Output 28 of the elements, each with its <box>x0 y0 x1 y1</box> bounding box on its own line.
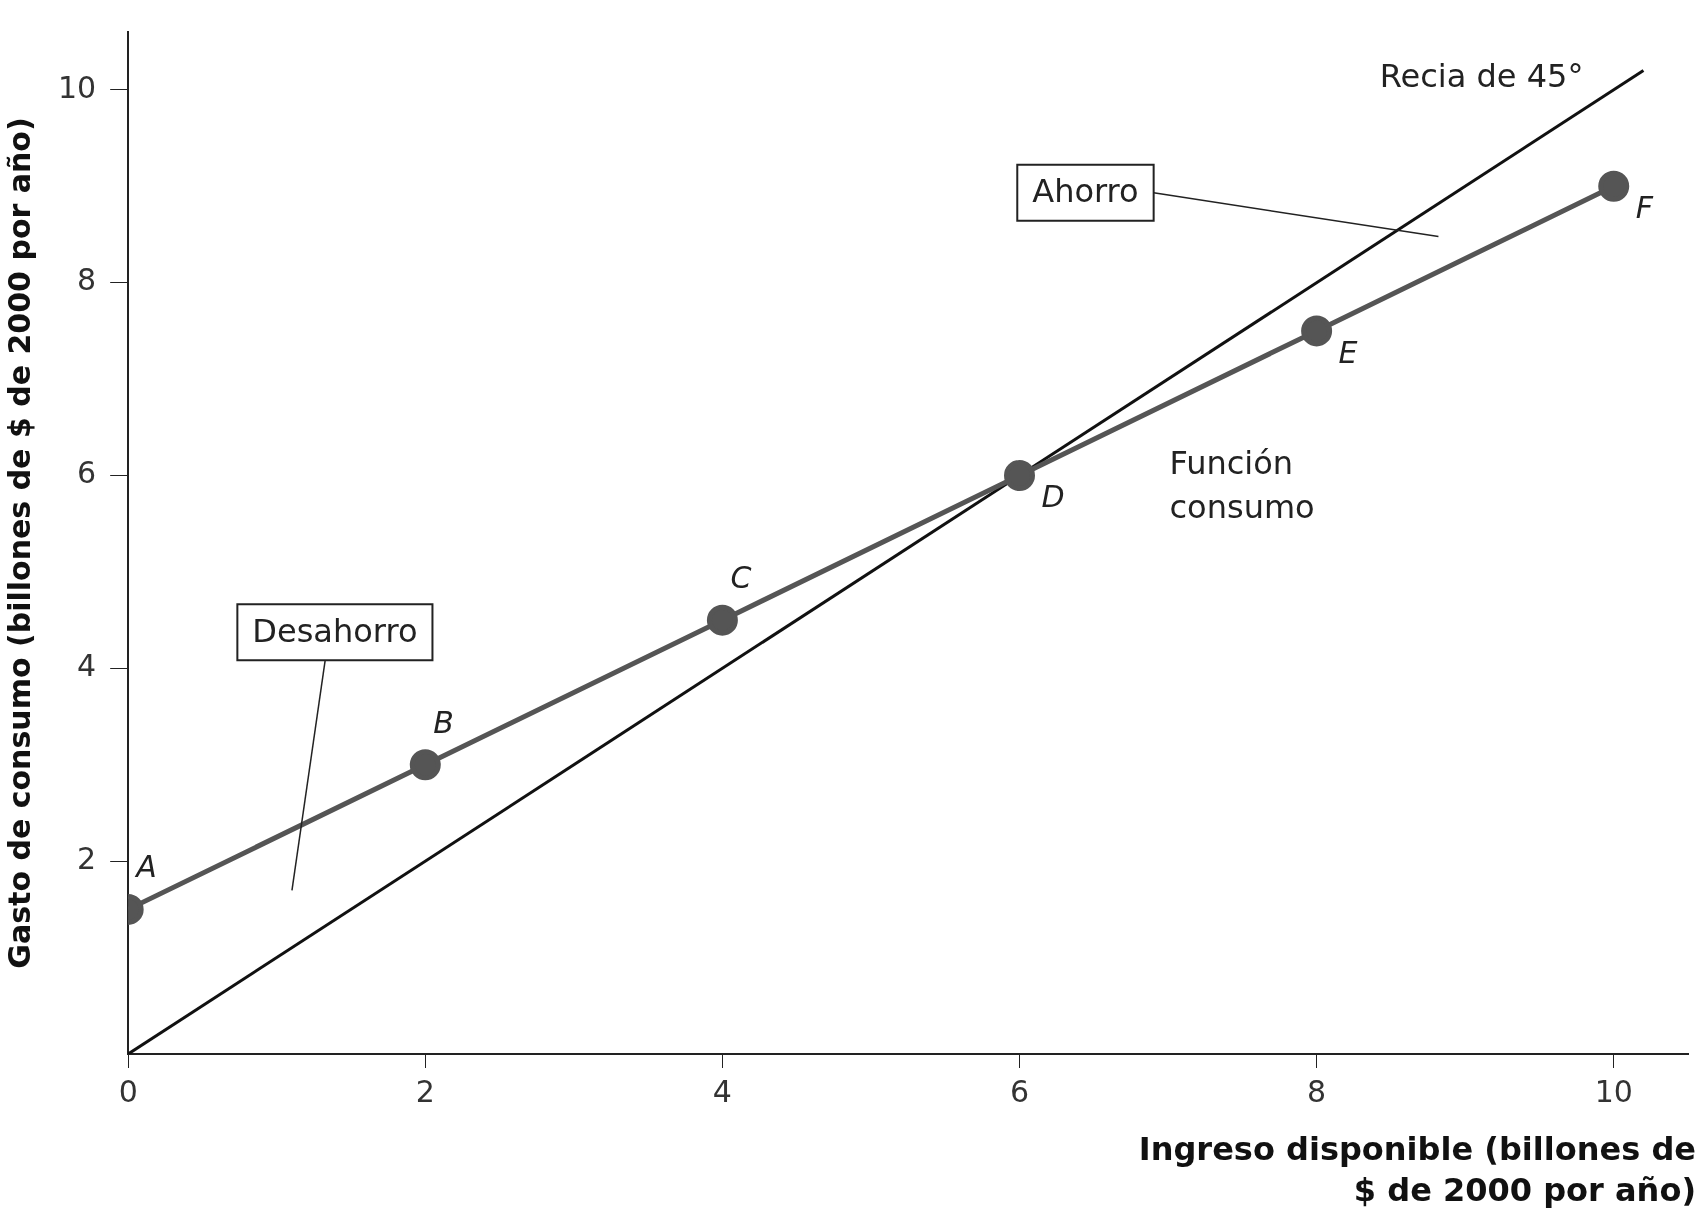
annotation: Ahorro <box>1032 172 1139 211</box>
annotation: E <box>1338 334 1358 370</box>
x-tick-label: 6 <box>1009 1073 1030 1109</box>
x-axis-title: Ingreso disponible (billones de $ de 2000 por año) <box>1137 1128 1696 1212</box>
annotation: D <box>1041 479 1065 515</box>
point <box>1598 170 1630 202</box>
y-tick-label: 6 <box>77 455 97 491</box>
annotation: B <box>433 704 454 740</box>
series-label: Función consumo <box>1169 443 1315 526</box>
series-label: Recia de 45° <box>1379 56 1584 95</box>
y-tick-label: 8 <box>77 262 97 298</box>
annotation: Desahorro <box>252 611 418 650</box>
y-tick-label: 2 <box>77 840 97 876</box>
y-tick-label: 4 <box>77 648 97 684</box>
point <box>1004 460 1035 492</box>
annotation: F <box>1635 190 1654 226</box>
x-tick-label: 2 <box>415 1073 435 1109</box>
x-tick-label: 10 <box>1594 1073 1633 1109</box>
x-tick-label: 8 <box>1307 1073 1327 1109</box>
annotation: A <box>134 849 157 885</box>
point <box>706 604 738 636</box>
x-tick-label: 0 <box>118 1073 138 1109</box>
point <box>1301 315 1333 347</box>
y-tick-label: 10 <box>57 69 97 105</box>
point <box>409 749 441 781</box>
y-axis-title: Gasto de consumo (billones de $ de 2000 por año) <box>1 117 37 969</box>
x-tick-label: 4 <box>712 1073 732 1109</box>
annotation: C <box>730 559 752 595</box>
